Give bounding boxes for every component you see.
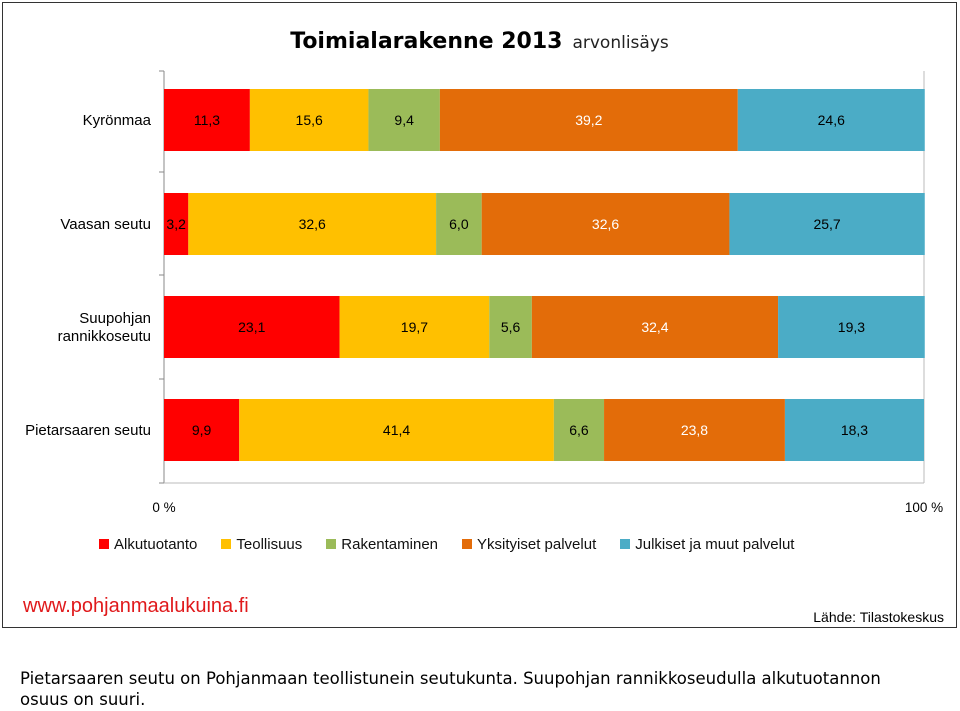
stacked-bar-chart: 11,3 15,6 9,4 39,2 24,6 Kyrönmaa 3,2 32,6 6,0 32,…: [25, 70, 943, 515]
data-label: 19,3: [838, 319, 865, 335]
data-label: 11,3: [194, 112, 220, 128]
legend-swatch: [462, 539, 473, 549]
bar-segment: [531, 296, 779, 358]
bar-segment: [164, 193, 189, 255]
data-label: 39,2: [575, 112, 602, 128]
data-label: 9,9: [192, 422, 212, 438]
bar-segment: [481, 193, 730, 255]
bar-segment: [729, 193, 925, 255]
legend-label: Teollisuus: [236, 535, 303, 553]
data-label: 32,4: [641, 319, 668, 335]
legend-swatch: [99, 539, 109, 549]
bar-segment: [164, 89, 250, 151]
data-label: 32,6: [592, 216, 619, 232]
bar-segment: [188, 193, 437, 255]
legend-label: Julkiset ja muut palvelut: [635, 535, 795, 553]
data-label: 23,8: [681, 422, 708, 438]
data-label: 24,6: [818, 112, 845, 128]
caption-text: Pietarsaaren seutu on Pohjanmaan teollis…: [20, 669, 881, 709]
data-label: 19,7: [401, 319, 428, 335]
data-label: 23,1: [238, 319, 265, 335]
legend-label: Alkutuotanto: [114, 535, 198, 553]
bar-segment: [164, 399, 240, 461]
x-tick-label: 0 %: [152, 500, 175, 515]
category-label: Vaasan seutu: [60, 216, 151, 233]
legend-item: Alkutuotanto: [99, 536, 197, 553]
x-tick-label: 100 %: [905, 500, 943, 515]
bar-segment: [784, 399, 924, 461]
legend-swatch: [620, 539, 631, 549]
title-row: Toimialarakenne 2013 arvonlisäys: [3, 29, 956, 54]
data-label: 15,6: [296, 112, 323, 128]
legend-swatch: [221, 539, 232, 549]
bar-segment: [439, 89, 738, 151]
data-label: 5,6: [501, 319, 521, 335]
category-label: Suupohjan: [79, 310, 151, 327]
data-label: 25,7: [813, 216, 840, 232]
bar-segment: [604, 399, 785, 461]
bar-segment: [553, 399, 605, 461]
chart-frame: Toimialarakenne 2013 arvonlisäys 11,3 15,6…: [2, 2, 957, 628]
chart-subtitle: arvonlisäys: [572, 33, 669, 53]
data-label: 41,4: [383, 422, 410, 438]
category-label: Kyrönmaa: [83, 112, 152, 129]
data-label: 9,4: [394, 112, 414, 128]
chart-title: Toimialarakenne 2013: [290, 29, 563, 54]
legend-label: Yksityiset palvelut: [477, 535, 597, 553]
legend-label: Rakentaminen: [341, 535, 439, 553]
legend-item: Rakentaminen: [326, 536, 438, 553]
data-label: 18,3: [841, 422, 868, 438]
data-label: 6,0: [449, 216, 469, 232]
category-label: Pietarsaaren seutu: [25, 422, 151, 439]
legend-item: Julkiset ja muut palvelut: [620, 536, 794, 553]
data-label: 3,2: [166, 216, 186, 232]
bar-segment: [239, 399, 554, 461]
legend-item: Yksityiset palvelut: [462, 536, 596, 553]
source-note: Lähde: Tilastokeskus: [813, 609, 944, 625]
bar-segment: [778, 296, 925, 358]
bar-segment: [489, 296, 532, 358]
bar-segment: [368, 89, 440, 151]
legend-swatch: [326, 539, 337, 549]
legend: Alkutuotanto Teollisuus Rakentaminen Yksity…: [99, 534, 818, 554]
bar-segment: [436, 193, 482, 255]
bar-segment: [737, 89, 925, 151]
data-label: 32,6: [299, 216, 326, 232]
bar-segment: [249, 89, 369, 151]
website-link[interactable]: www.pohjanmaalukuina.fi: [23, 595, 249, 617]
bar-segment: [339, 296, 490, 358]
bar-segment: [164, 296, 340, 358]
data-label: 6,6: [569, 422, 589, 438]
legend-item: Teollisuus: [221, 536, 302, 553]
category-label: rannikkoseutu: [58, 328, 151, 345]
